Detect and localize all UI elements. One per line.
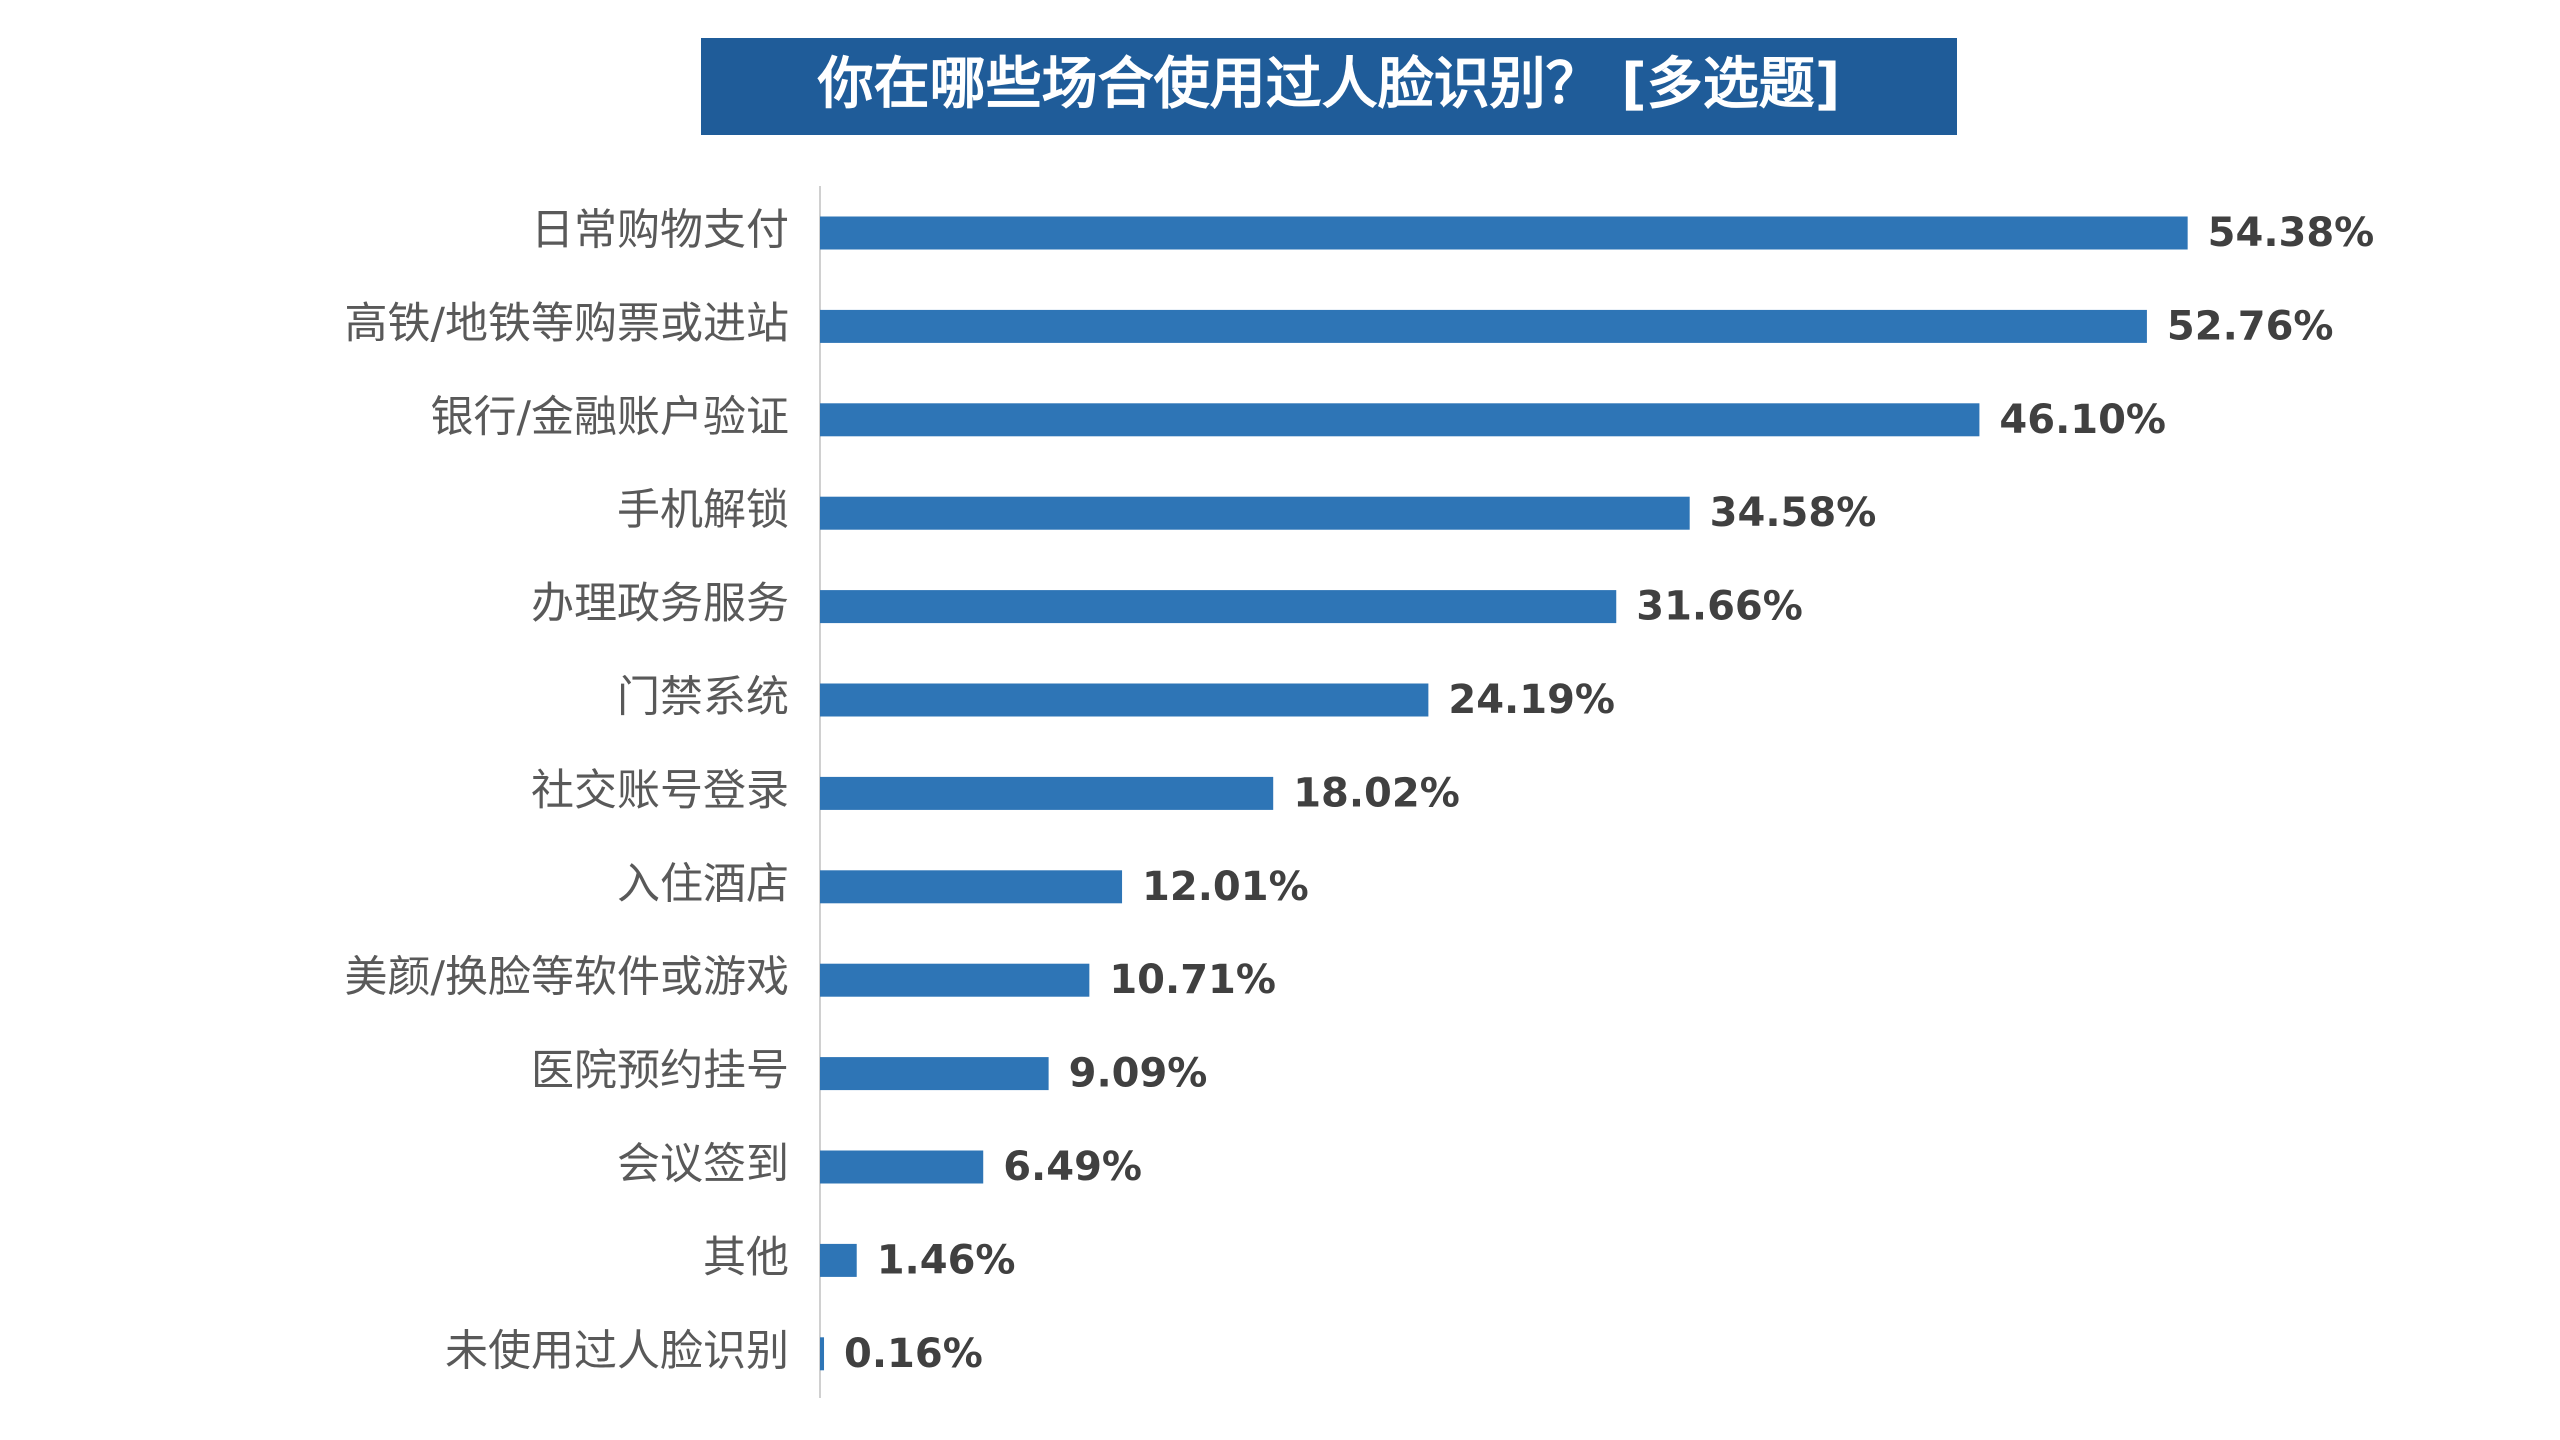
bar [820, 1337, 825, 1371]
y-tick-label: 门禁系统 [617, 673, 789, 723]
chart-title: 你在哪些场合使用过人脸识别？ [多选题] [817, 52, 1841, 117]
bar [820, 216, 2188, 250]
value-label: 31.66% [1636, 584, 1803, 630]
value-label: 12.01% [1142, 864, 1309, 910]
y-tick-label: 会议签到 [617, 1140, 789, 1190]
y-tick-label: 日常购物支付 [531, 206, 789, 256]
y-tick-label: 其他 [703, 1233, 789, 1283]
value-label: 6.49% [1003, 1144, 1142, 1190]
y-tick-label: 手机解锁 [617, 486, 789, 536]
y-tick-label: 未使用过人脸识别 [445, 1326, 789, 1376]
y-tick-label: 办理政务服务 [531, 579, 789, 629]
value-label: 10.71% [1109, 957, 1276, 1003]
bar [820, 963, 1090, 997]
y-tick-label: 高铁/地铁等购票或进站 [345, 299, 790, 349]
value-label: 52.76% [2167, 303, 2334, 349]
bar [820, 590, 1617, 624]
y-tick-label: 社交账号登录 [531, 766, 789, 816]
bar [820, 496, 1690, 530]
bar [820, 1057, 1049, 1091]
bar [820, 403, 1980, 437]
bar [820, 1150, 984, 1184]
bar [820, 309, 2147, 343]
value-label: 1.46% [877, 1237, 1016, 1283]
value-label: 46.10% [1999, 397, 2166, 443]
bar [820, 776, 1274, 810]
title-background [701, 38, 1957, 135]
y-tick-label: 医院预约挂号 [531, 1046, 789, 1096]
value-label: 18.02% [1293, 770, 1460, 816]
bar [820, 870, 1123, 904]
value-label: 34.58% [1710, 490, 1877, 536]
value-label: 0.16% [844, 1331, 983, 1377]
value-label: 24.19% [1448, 677, 1615, 723]
y-tick-label: 美颜/换脸等软件或游戏 [345, 953, 790, 1003]
y-tick-label: 入住酒店 [617, 859, 789, 909]
y-tick-label: 银行/金融账户验证 [431, 392, 790, 442]
bar [820, 1243, 857, 1277]
bar [820, 683, 1429, 717]
value-label: 54.38% [2208, 210, 2375, 256]
value-label: 9.09% [1069, 1051, 1208, 1097]
